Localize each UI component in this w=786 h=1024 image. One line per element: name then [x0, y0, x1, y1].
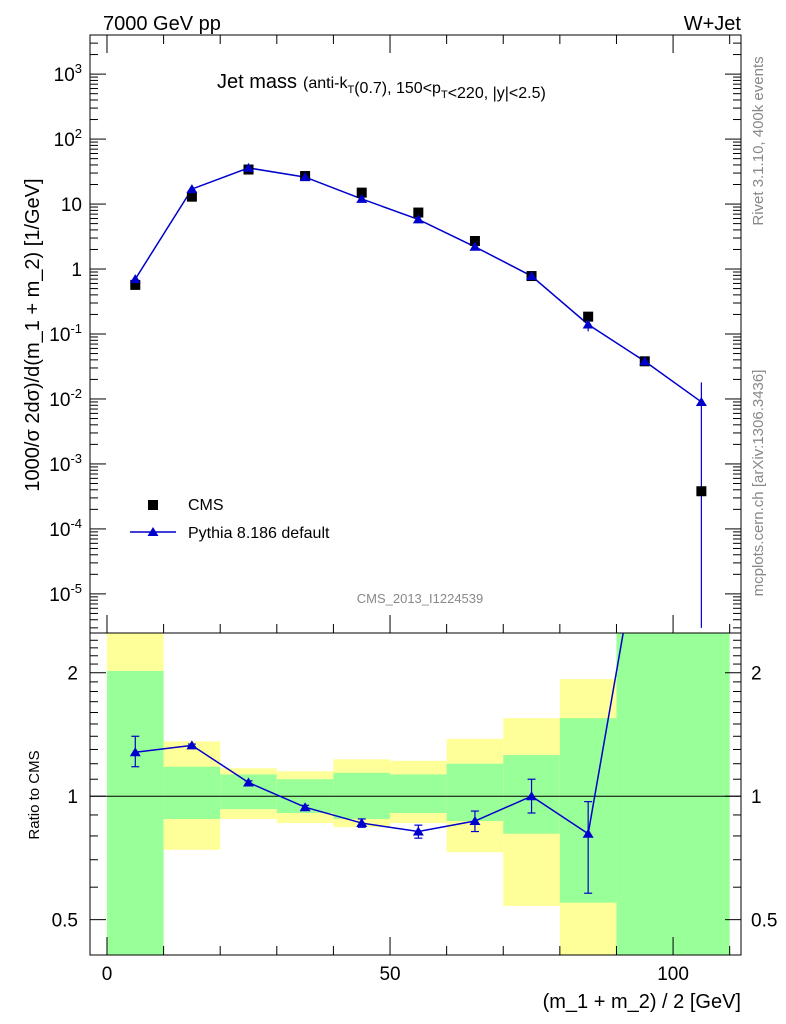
ratio-point-mc — [469, 816, 481, 826]
data-point-mc — [243, 162, 255, 172]
ratio-point-mc — [299, 802, 311, 812]
x-tick-label: 100 — [657, 964, 689, 985]
legend-marker-cms — [148, 500, 158, 510]
side-label-top: Rivet 3.1.10, 400k events — [750, 56, 767, 225]
data-point-mc — [695, 396, 707, 406]
data-point-mc — [582, 319, 594, 329]
data-point-mc — [356, 193, 368, 203]
data-point-mc — [469, 241, 481, 251]
ratio-y-tick-label: 0.5 — [52, 911, 78, 932]
legend: CMS Pythia 8.186 default — [130, 497, 330, 542]
y-tick-label: 1 — [71, 260, 82, 281]
data-point-cms — [130, 279, 141, 290]
data-point-mc — [299, 172, 311, 182]
data-point-cms — [469, 236, 480, 247]
ratio-line — [135, 633, 624, 835]
data-point-cms — [583, 311, 594, 322]
y-tick-label: 10 — [61, 195, 82, 216]
uncertainty-band-inner — [163, 766, 221, 819]
side-label-bottom: mcplots.cern.ch [arXiv:1306.3436] — [750, 370, 767, 597]
uncertainty-band-inner — [616, 633, 674, 955]
uncertainty-band-inner — [390, 774, 447, 813]
ratio-plot-body: 0.5 0.5 1 1 2 2 0 50 100 — [52, 632, 777, 985]
x-tick-label: 50 — [379, 964, 400, 985]
data-point-mc — [412, 214, 424, 224]
ratio-y-tick-label-right: 1 — [751, 787, 762, 808]
data-point-cms — [413, 207, 424, 218]
ratio-point-mc — [243, 777, 255, 787]
y-tick-label: 10-2 — [49, 386, 82, 411]
ratio-point-mc — [526, 791, 538, 801]
uncertainty-band-inner — [673, 633, 730, 955]
y-tick-label: 103 — [54, 61, 82, 86]
x-tick-label: 0 — [102, 964, 113, 985]
data-point-cms — [186, 191, 197, 202]
upper-frame — [89, 34, 742, 634]
y-tick-label: 10-3 — [49, 451, 82, 476]
legend-label-cms: CMS — [188, 497, 224, 514]
analysis-watermark: CMS_2013_I1224539 — [357, 591, 484, 606]
ratio-point-mc — [186, 740, 198, 750]
legend-label-mc: Pythia 8.186 default — [188, 525, 330, 542]
y-tick-label: 10-1 — [49, 321, 82, 346]
mc-line — [134, 167, 702, 403]
header-left: 7000 GeV pp — [103, 13, 221, 35]
ratio-y-tick-label-right: 0.5 — [751, 911, 777, 932]
ratio-y-tick-label: 1 — [67, 787, 78, 808]
data-point-mc — [639, 356, 651, 366]
ratio-point-mc — [412, 826, 424, 836]
legend-marker-mc — [147, 527, 159, 536]
ratio-frame — [89, 632, 742, 956]
data-point-cms — [356, 187, 367, 198]
ratio-point-mc — [356, 818, 368, 828]
data-point-cms — [696, 486, 707, 497]
y-axis-label-bottom: Ratio to CMS — [26, 750, 43, 839]
header-right: W+Jet — [684, 13, 742, 35]
data-point-mc — [186, 184, 198, 194]
ratio-y-tick-label-right: 2 — [751, 664, 762, 685]
ratio-point-mc — [129, 747, 141, 757]
y-tick-label: 10-4 — [49, 516, 82, 541]
data-point-mc — [526, 271, 538, 281]
y-tick-label: 10-5 — [49, 581, 82, 606]
data-point-mc — [129, 274, 141, 284]
ratio-point-mc — [582, 828, 594, 838]
uncertainty-band-inner — [106, 670, 164, 955]
y-axis-label-top: 1000/σ 2dσ)/d(m_1 + m_2) [1/GeV] — [22, 178, 44, 491]
ratio-y-tick-label: 2 — [67, 664, 78, 685]
y-tick-label: 102 — [54, 126, 82, 151]
upper-plot-body: 10-5 10-4 10-3 10-2 10-1 1 10 102 103 — [49, 34, 742, 634]
x-axis-label: (m_1 + m_2) / 2 [GeV] — [543, 991, 741, 1013]
plot-title: Jet mass (anti-kT(0.7), 150<pT<220, |y|<2… — [217, 71, 546, 102]
